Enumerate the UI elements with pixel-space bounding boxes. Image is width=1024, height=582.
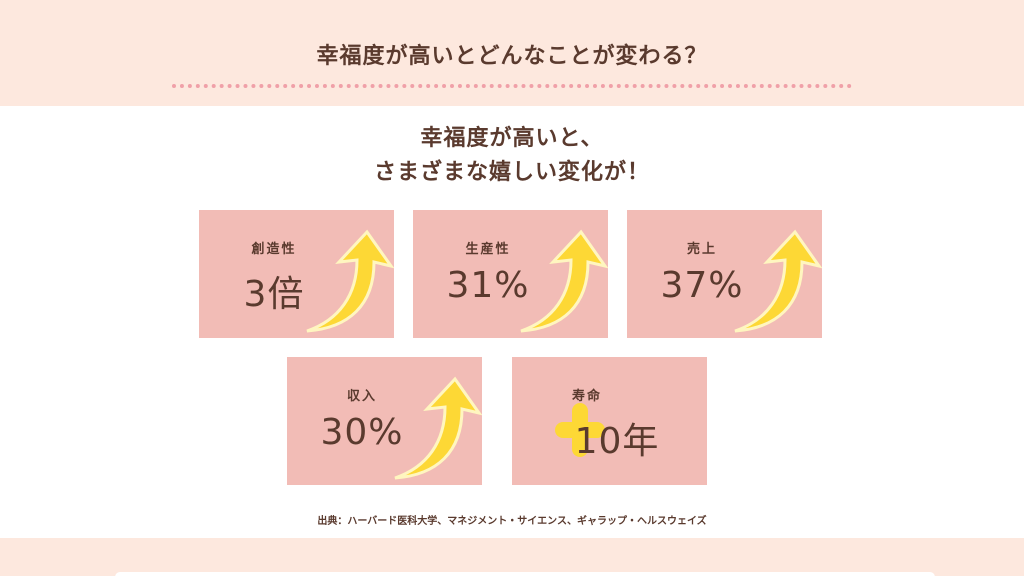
header: 幸福度が高いとどんなことが変わる？ [0,0,1024,106]
dotted-divider [172,84,852,88]
footer-panel [115,572,935,582]
stat-label: 寿命 [571,389,602,404]
stat-value: 3倍 [243,274,305,315]
arrow-up-icon [394,376,482,480]
footer [0,538,1024,582]
source-note: 出典：ハーバード医科大学、マネジメント・サイエンス、ギャラップ・ヘルスウェイズ [317,516,707,527]
stat-card: 売上 37% [627,210,822,338]
stat-value: 10年 [574,421,660,462]
stat-card: 収入 30% [287,357,482,485]
stat-label: 生産性 [465,242,511,257]
stat-label: 売上 [686,242,717,257]
subtitle: 幸福度が高いと、 さまざまな嬉しい変化が！ [0,122,1024,190]
arrow-up-icon [520,229,608,333]
stat-card: 創造性 3倍 [199,210,394,338]
stat-card: 生産性 31% [413,210,608,338]
stat-label: 収入 [346,389,377,404]
page-title: 幸福度が高いとどんなことが変わる？ [316,44,708,69]
subtitle-line-2: さまざまな嬉しい変化が！ [373,160,650,185]
arrow-up-icon [306,229,394,333]
subtitle-line-1: 幸福度が高いと、 [420,126,604,151]
arrow-up-icon [734,229,822,333]
stat-value: 30% [320,412,404,453]
stat-card: 寿命 10年 [512,357,707,485]
stat-value: 37% [660,265,744,306]
plus-icon [555,403,605,457]
stat-label: 創造性 [251,242,297,257]
stat-value: 31% [446,265,530,306]
